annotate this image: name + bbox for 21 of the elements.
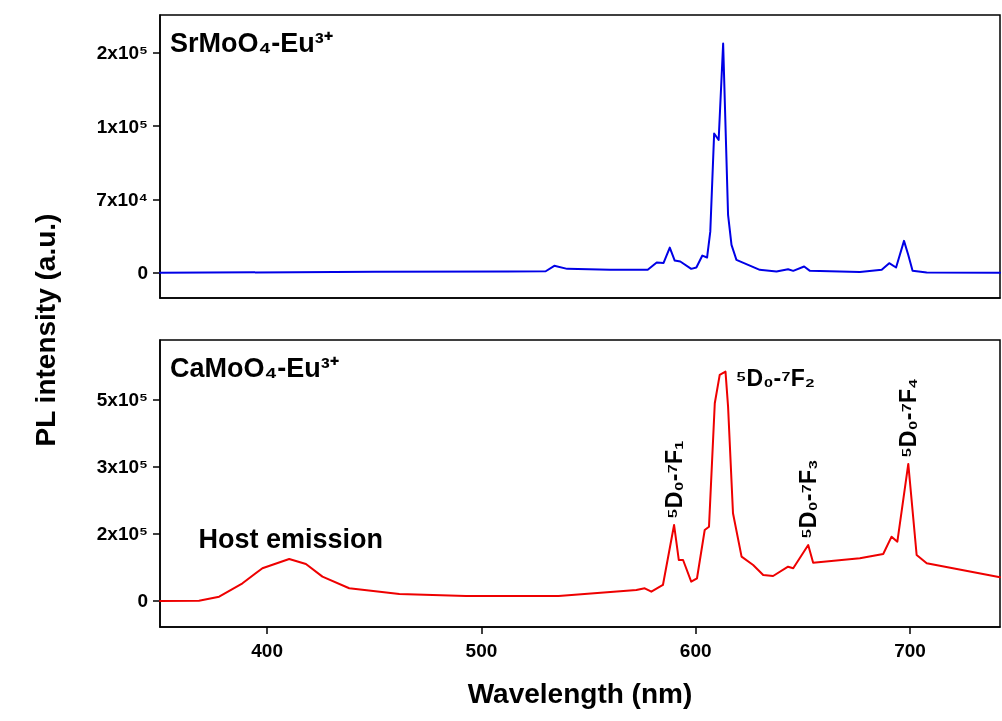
x-axis-title: Wavelength (nm) [467,677,693,709]
x-tick-label: 500 [465,640,498,661]
annotation: CaMoO₄-Eu³⁺ [170,352,339,383]
annotation: ⁵D₀-⁷F₄ [895,377,922,458]
annotation: ⁵D₀-⁷F₃ [795,459,822,539]
x-tick-label: 600 [679,640,712,661]
y-tick-label: 2x10⁵ [96,523,148,545]
y-tick-label: 0 [137,262,148,284]
y-tick-label: 7x10⁴ [96,188,148,210]
annotation: ⁵D₀-⁷F₂ [735,364,815,391]
x-tick-label: 400 [251,640,283,661]
y-tick-label: 5x10⁵ [96,389,148,411]
y-axis-title: PL intensity (a.u.) [30,213,62,447]
annotation: ⁵D₀-⁷F₁ [661,440,688,519]
annotation: SrMoO₄-Eu³⁺ [170,27,333,58]
y-tick-label: 1x10⁵ [96,115,148,137]
x-tick-label: 700 [894,640,926,661]
y-tick-label: 2x10⁵ [96,42,148,64]
y-tick-label: 3x10⁵ [96,456,148,478]
y-tick-label: 0 [137,590,148,612]
annotation: Host emission [198,524,383,555]
